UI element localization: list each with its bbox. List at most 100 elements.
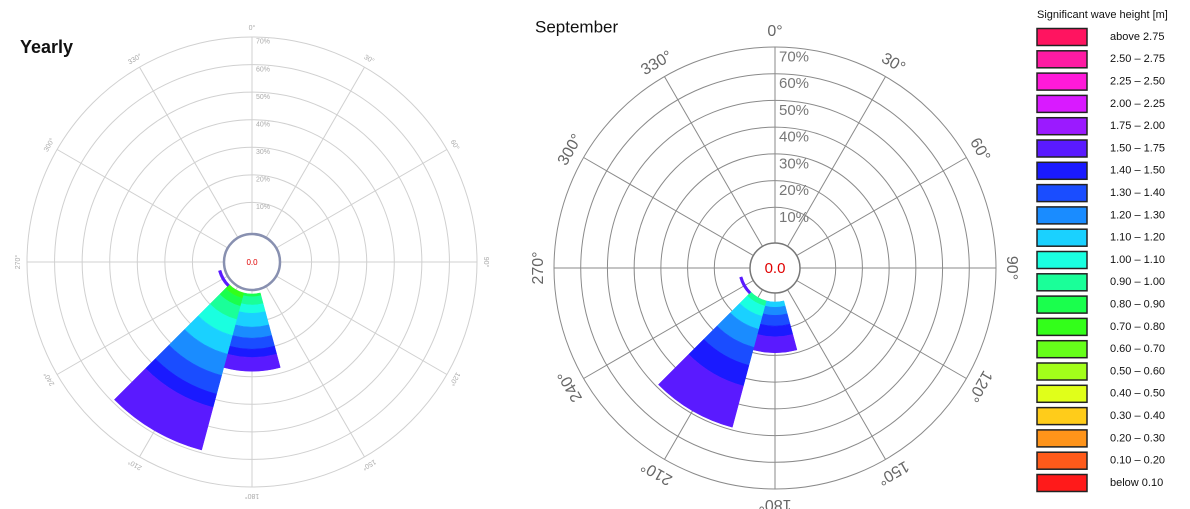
legend-label: 0.40 – 0.50 xyxy=(1110,388,1165,400)
spoke xyxy=(265,285,365,458)
angle-label: 270° xyxy=(14,255,22,270)
chart-title: Yearly xyxy=(20,37,73,57)
angle-label: 150° xyxy=(361,458,378,472)
calm-label: 0.0 xyxy=(765,260,786,277)
legend-swatch xyxy=(1036,27,1088,47)
legend-title: Significant wave height [m] xyxy=(1037,9,1168,21)
sector xyxy=(762,305,788,316)
legend-swatch xyxy=(1036,384,1088,404)
spoke xyxy=(796,157,967,256)
spoke xyxy=(583,280,754,379)
legend-swatch xyxy=(1036,295,1088,314)
legend-label: 0.10 – 0.20 xyxy=(1110,455,1165,467)
legend-swatch xyxy=(1036,406,1088,426)
legend-label: below 0.10 xyxy=(1110,477,1163,489)
legend-swatch xyxy=(1036,451,1088,470)
legend-label: 0.20 – 0.30 xyxy=(1110,432,1165,444)
r-tick-label: 50% xyxy=(779,102,809,119)
angle-label: 30° xyxy=(878,50,907,77)
legend-label: 0.50 – 0.60 xyxy=(1110,365,1165,377)
r-tick-label: 40% xyxy=(779,129,809,146)
sector xyxy=(238,303,266,314)
r-tick-label: 60% xyxy=(779,75,809,92)
legend-label: 0.30 – 0.40 xyxy=(1110,410,1165,422)
legend-swatch xyxy=(1036,473,1088,493)
sector xyxy=(113,368,214,451)
angle-label: 30° xyxy=(362,53,375,65)
angle-label: 0° xyxy=(249,24,256,32)
sector xyxy=(756,323,794,337)
angle-label: 270° xyxy=(530,251,547,284)
legend-swatch xyxy=(1036,116,1088,136)
angle-label: 120° xyxy=(964,368,995,405)
r-tick-label: 20% xyxy=(256,177,270,184)
legend-label: 0.70 – 0.80 xyxy=(1110,321,1165,333)
sector xyxy=(658,354,744,428)
legend-swatch xyxy=(1036,139,1088,158)
spoke xyxy=(787,289,886,460)
angle-label: 90° xyxy=(1003,256,1020,280)
angle-label: 330° xyxy=(638,48,675,79)
angle-label: 180° xyxy=(758,496,791,509)
legend-swatch xyxy=(1036,429,1088,448)
r-tick-label: 70% xyxy=(256,39,270,46)
angle-label: 300° xyxy=(42,136,56,153)
angle-label: 180° xyxy=(245,492,260,500)
angle-label: 0° xyxy=(767,23,782,40)
legend-swatch xyxy=(1036,206,1088,225)
legend-swatch xyxy=(1036,72,1088,91)
spoke xyxy=(56,275,229,375)
sector xyxy=(218,269,230,287)
legend-swatch xyxy=(1036,250,1088,270)
r-tick-label: 20% xyxy=(779,182,809,199)
spoke xyxy=(583,157,754,256)
angle-label: 240° xyxy=(42,371,56,388)
sector xyxy=(764,300,786,308)
chart-title: September xyxy=(535,17,618,36)
legend-label: 2.25 – 2.50 xyxy=(1110,76,1165,88)
angle-label: 60° xyxy=(449,138,461,151)
r-tick-label: 40% xyxy=(256,121,270,128)
legend-label: 1.40 – 1.50 xyxy=(1110,165,1165,177)
r-tick-label: 60% xyxy=(256,66,270,73)
angle-label: 60° xyxy=(966,135,993,164)
legend-swatch xyxy=(1036,273,1088,292)
r-tick-label: 30% xyxy=(256,149,270,156)
legend-label: 1.00 – 1.10 xyxy=(1110,254,1165,266)
legend-swatch xyxy=(1036,50,1088,69)
sector xyxy=(739,276,752,295)
angle-label: 210° xyxy=(126,458,143,472)
spoke xyxy=(787,76,886,247)
legend-label: 1.50 – 1.75 xyxy=(1110,142,1165,154)
angle-label: 150° xyxy=(875,457,912,488)
spoke xyxy=(275,275,448,375)
legend-label: 0.60 – 0.70 xyxy=(1110,343,1165,355)
calm-circle xyxy=(749,242,801,294)
legend-swatch xyxy=(1036,183,1088,203)
spoke xyxy=(664,76,763,247)
r-tick-label: 10% xyxy=(256,204,270,211)
spoke xyxy=(265,66,365,239)
legend-label: 1.10 – 1.20 xyxy=(1110,232,1165,244)
legend-swatch xyxy=(1036,161,1088,181)
sector xyxy=(759,313,791,327)
r-tick-label: 30% xyxy=(779,155,809,172)
legend-label: 1.20 – 1.30 xyxy=(1110,209,1165,221)
legend-swatch xyxy=(1036,228,1088,247)
angle-label: 210° xyxy=(638,457,675,488)
angle-label: 300° xyxy=(555,131,586,168)
spoke xyxy=(275,149,448,249)
sector xyxy=(234,311,270,328)
sector xyxy=(240,295,264,306)
calm-circle xyxy=(222,232,282,292)
r-tick-label: 70% xyxy=(779,48,809,65)
angle-label: 90° xyxy=(482,257,490,268)
r-tick-label: 50% xyxy=(256,94,270,101)
legend-label: 1.75 – 2.00 xyxy=(1110,120,1165,132)
legend-swatch xyxy=(1036,317,1088,337)
angle-label: 120° xyxy=(448,371,462,388)
legend-label: 2.50 – 2.75 xyxy=(1110,53,1165,65)
spoke xyxy=(139,66,239,239)
legend-label: 2.00 – 2.25 xyxy=(1110,98,1165,110)
